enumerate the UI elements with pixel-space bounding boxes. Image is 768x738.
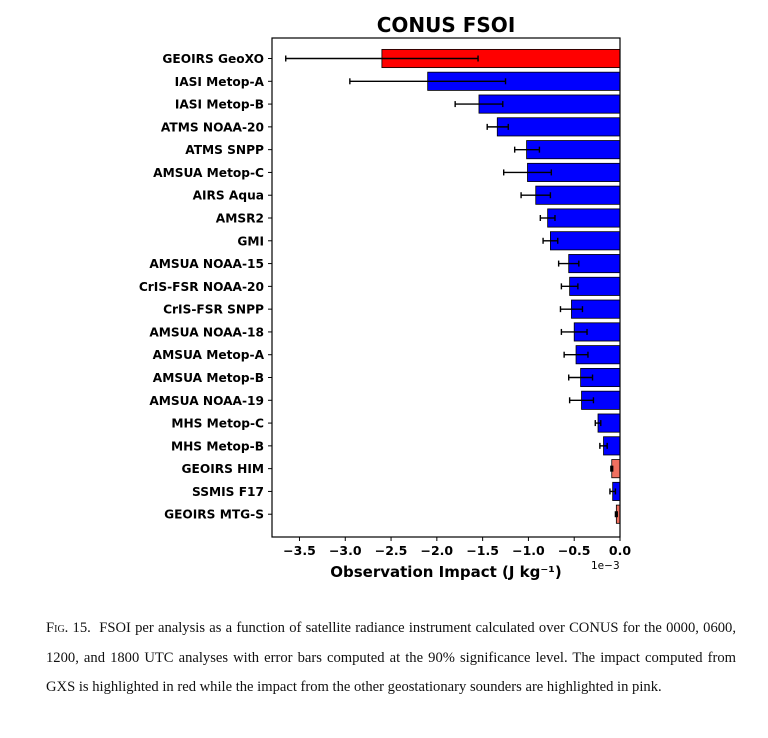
x-tick-label: −3.0 xyxy=(329,543,362,558)
fsoi-bar-chart: CONUS FSOI GEOIRS GeoXO IASI Metop-A IASI … xyxy=(139,13,632,581)
plot-area: GEOIRS GeoXO IASI Metop-A IASI Metop-B ATMS… xyxy=(139,37,631,558)
x-axis-scale-label: 1e−3 xyxy=(591,560,620,572)
y-tick-label: GMI xyxy=(237,234,264,248)
bar xyxy=(550,231,621,251)
caption-label: Fig. 15. xyxy=(46,620,91,636)
y-tick-label: AMSUA NOAA-15 xyxy=(149,257,264,271)
y-tick-label: AMSUA Metop-C xyxy=(153,166,264,180)
x-tick-label: −2.0 xyxy=(421,543,454,558)
y-tick-label: IASI Metop-A xyxy=(175,75,265,89)
y-tick-label: GEOIRS MTG-S xyxy=(164,508,264,522)
y-tick-label: SSMIS F17 xyxy=(192,485,264,499)
chart-title: CONUS FSOI xyxy=(377,13,516,37)
y-tick-label: AMSUA Metop-B xyxy=(153,371,264,385)
y-tick-label: ATMS NOAA-20 xyxy=(161,120,264,134)
y-tick-label: MHS Metop-C xyxy=(171,417,264,431)
y-tick-label: AMSUA Metop-A xyxy=(153,348,265,362)
y-tick-label: AMSR2 xyxy=(216,212,264,226)
x-tick-label: −2.5 xyxy=(375,543,408,558)
y-tick-label: AMSUA NOAA-18 xyxy=(149,325,264,339)
y-tick-label: CrIS-FSR NOAA-20 xyxy=(139,280,264,294)
bar xyxy=(496,117,621,137)
plot-frame xyxy=(271,37,621,538)
figure-caption: Fig. 15. FSOI per analysis as a function… xyxy=(46,614,736,703)
x-tick-label: −1.5 xyxy=(466,543,499,558)
y-tick-label: GEOIRS HIM xyxy=(182,462,265,476)
y-tick-label: GEOIRS GeoXO xyxy=(162,52,264,66)
y-tick-label: ATMS SNPP xyxy=(185,143,264,157)
y-tick-label: CrIS-FSR SNPP xyxy=(163,303,264,317)
x-tick-label: −3.5 xyxy=(283,543,316,558)
y-tick-label: MHS Metop-B xyxy=(171,439,264,453)
y-tick-label: IASI Metop-B xyxy=(175,98,264,112)
x-tick-label: 0.0 xyxy=(609,543,631,558)
bar xyxy=(547,208,621,228)
y-tick-label: AIRS Aqua xyxy=(193,189,264,203)
x-tick-label: −1.0 xyxy=(512,543,545,558)
y-tick-label: AMSUA NOAA-19 xyxy=(149,394,264,408)
x-axis-label: Observation Impact (J kg⁻¹) xyxy=(330,563,561,581)
x-tick-label: −0.5 xyxy=(558,543,591,558)
caption-text: FSOI per analysis as a function of satel… xyxy=(46,620,736,695)
bar xyxy=(526,140,621,160)
